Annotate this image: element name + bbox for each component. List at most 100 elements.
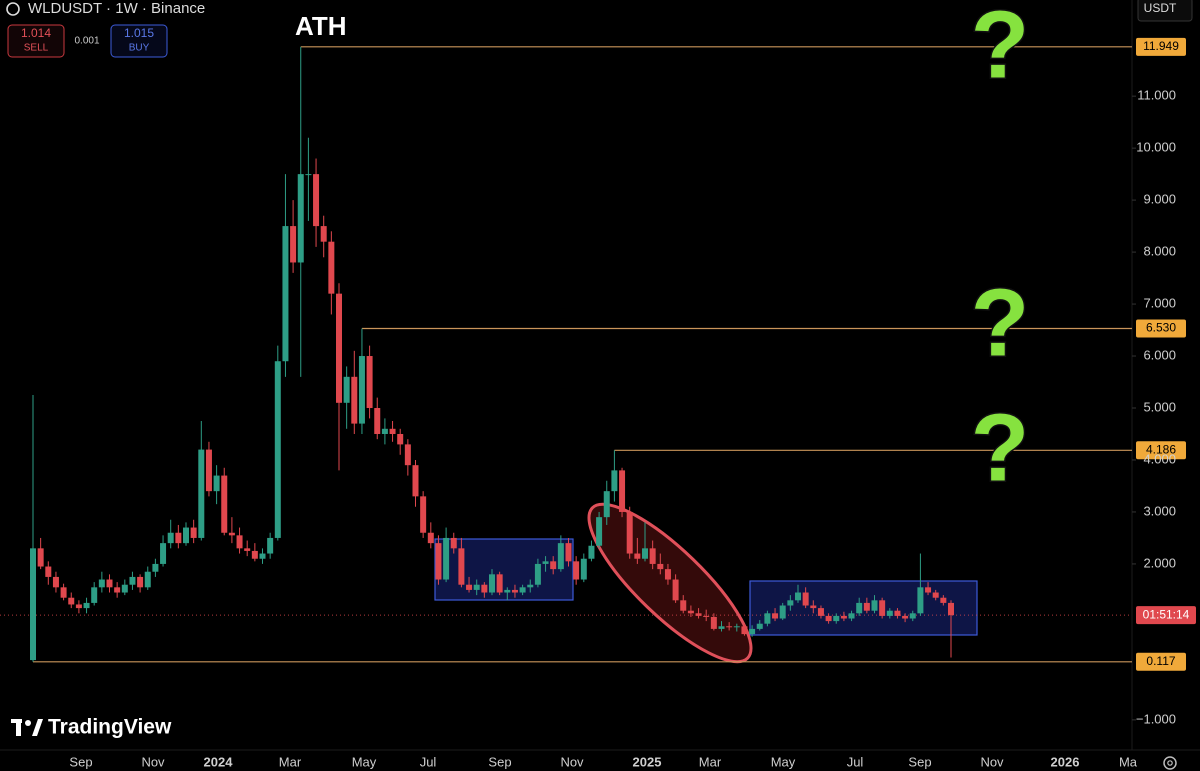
candle-body <box>190 527 197 538</box>
logo-text: TradingView <box>48 716 172 739</box>
y-tick-label: 11.000 <box>1137 88 1176 103</box>
spread: 0.001 <box>74 36 99 47</box>
y-tick-label: 10.000 <box>1136 140 1176 155</box>
candle-body <box>649 548 656 564</box>
candle-body <box>925 587 932 593</box>
candle-body <box>213 475 220 492</box>
x-tick-label: May <box>771 754 796 769</box>
candle-body <box>267 537 274 554</box>
candle-body <box>75 604 82 609</box>
x-tick-label: Jul <box>420 754 437 769</box>
logo-mark <box>16 719 21 736</box>
x-tick-label: Nov <box>560 754 584 769</box>
candle-body <box>894 610 901 616</box>
candle-body <box>397 433 404 445</box>
candle-body <box>619 470 626 512</box>
candle-body <box>848 613 855 619</box>
buy-label: BUY <box>129 43 150 54</box>
candle-body <box>886 610 893 616</box>
settings-icon[interactable] <box>1163 756 1177 770</box>
candle-body <box>412 465 419 497</box>
candle-body <box>596 517 603 546</box>
sell-label: SELL <box>24 43 49 54</box>
candle-body <box>557 543 564 570</box>
candle-body <box>657 563 664 570</box>
question-mark: ? <box>971 0 1030 98</box>
candle-body <box>175 532 182 544</box>
range-box <box>434 538 574 601</box>
candle-body <box>91 587 98 603</box>
candle-body <box>634 553 641 559</box>
candle-body <box>98 579 105 588</box>
candle-body <box>450 537 457 549</box>
x-tick-label: Sep <box>69 754 92 769</box>
candle-body <box>458 548 465 585</box>
candle-body <box>60 587 67 598</box>
x-axis: Sep Nov 2024 Mar May Jul Sep Nov 2025 Mar May Jul Se… <box>69 754 1137 769</box>
candle-body <box>137 576 144 588</box>
candle-body <box>83 602 90 609</box>
y-tick-label: 3.000 <box>1143 503 1176 518</box>
candle-body <box>695 613 702 616</box>
buy-button[interactable] <box>110 24 168 58</box>
annotations: ATH??? <box>295 0 1031 503</box>
candle-body <box>825 615 832 622</box>
candle-body <box>45 566 52 577</box>
candle-body <box>527 584 534 588</box>
y-axis: −1.000 2.000 3.000 4.000 5.000 6.000 7.000 8.00… <box>1132 88 1176 726</box>
level-label: 0.117 <box>1146 654 1175 668</box>
candle-body <box>328 241 335 294</box>
candle-body <box>664 569 671 580</box>
candle-body <box>749 628 756 635</box>
x-tick-label: Sep <box>488 754 511 769</box>
candle-body <box>833 615 840 622</box>
candle-body <box>144 571 151 588</box>
x-tick-label: 2026 <box>1051 754 1080 769</box>
candle-body <box>810 605 817 609</box>
x-tick-label: 2025 <box>633 754 662 769</box>
level-label: 6.530 <box>1146 321 1176 335</box>
x-tick-label: Nov <box>141 754 165 769</box>
level-label-box <box>1136 441 1186 460</box>
range-box <box>749 580 978 636</box>
candle-body <box>351 376 358 424</box>
candle-body <box>152 563 159 572</box>
logo-mark <box>32 719 43 736</box>
candle-body <box>932 592 939 598</box>
y-tick-label: 9.000 <box>1143 192 1176 207</box>
candle-body <box>274 361 281 538</box>
y-tick-label: 5.000 <box>1143 399 1176 414</box>
candle-body <box>504 589 511 593</box>
candle-body <box>795 592 801 601</box>
candle-body <box>710 616 717 629</box>
gear <box>1167 760 1173 766</box>
x-tick-label: Ma <box>1119 754 1138 769</box>
candle-body <box>121 584 128 593</box>
candle-body <box>573 561 580 580</box>
candle-body <box>787 600 794 606</box>
currency-button[interactable] <box>1137 0 1193 22</box>
candle-body <box>37 548 44 567</box>
candle-body <box>236 535 243 549</box>
candle-body <box>856 602 863 614</box>
level-label-box <box>1136 652 1186 671</box>
candle-body <box>489 574 495 593</box>
level-label-box <box>1136 319 1186 338</box>
candle-body <box>879 600 886 616</box>
candle-body <box>550 561 557 570</box>
symbol-title: WLDUSDT · 1W · Binance <box>28 0 205 17</box>
sell-button[interactable] <box>7 24 65 58</box>
candle-body <box>626 511 633 554</box>
candle-body <box>680 600 687 611</box>
gear <box>1163 756 1177 770</box>
candle-body <box>366 356 373 409</box>
x-tick-label: Mar <box>699 754 722 769</box>
candle-body <box>358 356 365 424</box>
question-mark: ? <box>971 394 1030 501</box>
x-tick-label: May <box>352 754 377 769</box>
candle-body <box>481 584 488 593</box>
candle-body <box>802 592 809 606</box>
symbol-icon <box>6 2 20 16</box>
y-tick-label: 2.000 <box>1143 555 1176 570</box>
